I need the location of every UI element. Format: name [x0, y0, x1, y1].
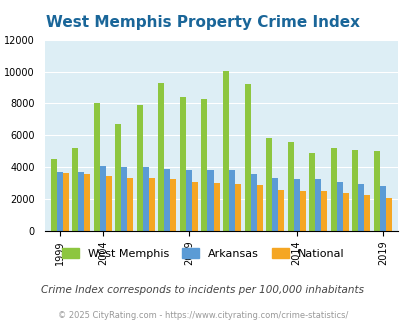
- Bar: [57, 172, 63, 231]
- Bar: [213, 183, 219, 231]
- Bar: [207, 170, 213, 231]
- Bar: [320, 191, 326, 231]
- Bar: [51, 159, 57, 231]
- Bar: [72, 148, 78, 231]
- Bar: [100, 166, 106, 231]
- Bar: [314, 179, 320, 231]
- Bar: [379, 185, 385, 231]
- Text: © 2025 CityRating.com - https://www.cityrating.com/crime-statistics/: © 2025 CityRating.com - https://www.city…: [58, 311, 347, 320]
- Bar: [121, 167, 127, 231]
- Bar: [357, 184, 363, 231]
- Bar: [336, 182, 342, 231]
- Bar: [192, 182, 198, 231]
- Bar: [299, 191, 305, 231]
- Bar: [373, 151, 379, 231]
- Bar: [185, 170, 192, 231]
- Bar: [352, 150, 357, 231]
- Bar: [265, 138, 271, 231]
- Bar: [308, 153, 314, 231]
- Bar: [234, 184, 241, 231]
- Bar: [363, 195, 369, 231]
- Bar: [84, 174, 90, 231]
- Bar: [256, 185, 262, 231]
- Bar: [136, 105, 143, 231]
- Bar: [250, 174, 256, 231]
- Text: Crime Index corresponds to incidents per 100,000 inhabitants: Crime Index corresponds to incidents per…: [41, 285, 364, 295]
- Bar: [149, 178, 155, 231]
- Bar: [201, 99, 207, 231]
- Bar: [287, 143, 293, 231]
- Bar: [228, 170, 234, 231]
- Bar: [106, 176, 112, 231]
- Bar: [170, 179, 176, 231]
- Bar: [293, 179, 299, 231]
- Bar: [271, 178, 277, 231]
- Bar: [179, 97, 185, 231]
- Bar: [277, 189, 284, 231]
- Bar: [115, 124, 121, 231]
- Bar: [94, 103, 100, 231]
- Bar: [342, 193, 348, 231]
- Text: West Memphis Property Crime Index: West Memphis Property Crime Index: [46, 15, 359, 30]
- Bar: [158, 83, 164, 231]
- Bar: [385, 197, 391, 231]
- Bar: [244, 84, 250, 231]
- Bar: [127, 178, 133, 231]
- Bar: [143, 167, 149, 231]
- Bar: [78, 172, 84, 231]
- Legend: West Memphis, Arkansas, National: West Memphis, Arkansas, National: [58, 244, 347, 263]
- Bar: [164, 169, 170, 231]
- Bar: [222, 71, 228, 231]
- Bar: [330, 148, 336, 231]
- Bar: [63, 173, 68, 231]
